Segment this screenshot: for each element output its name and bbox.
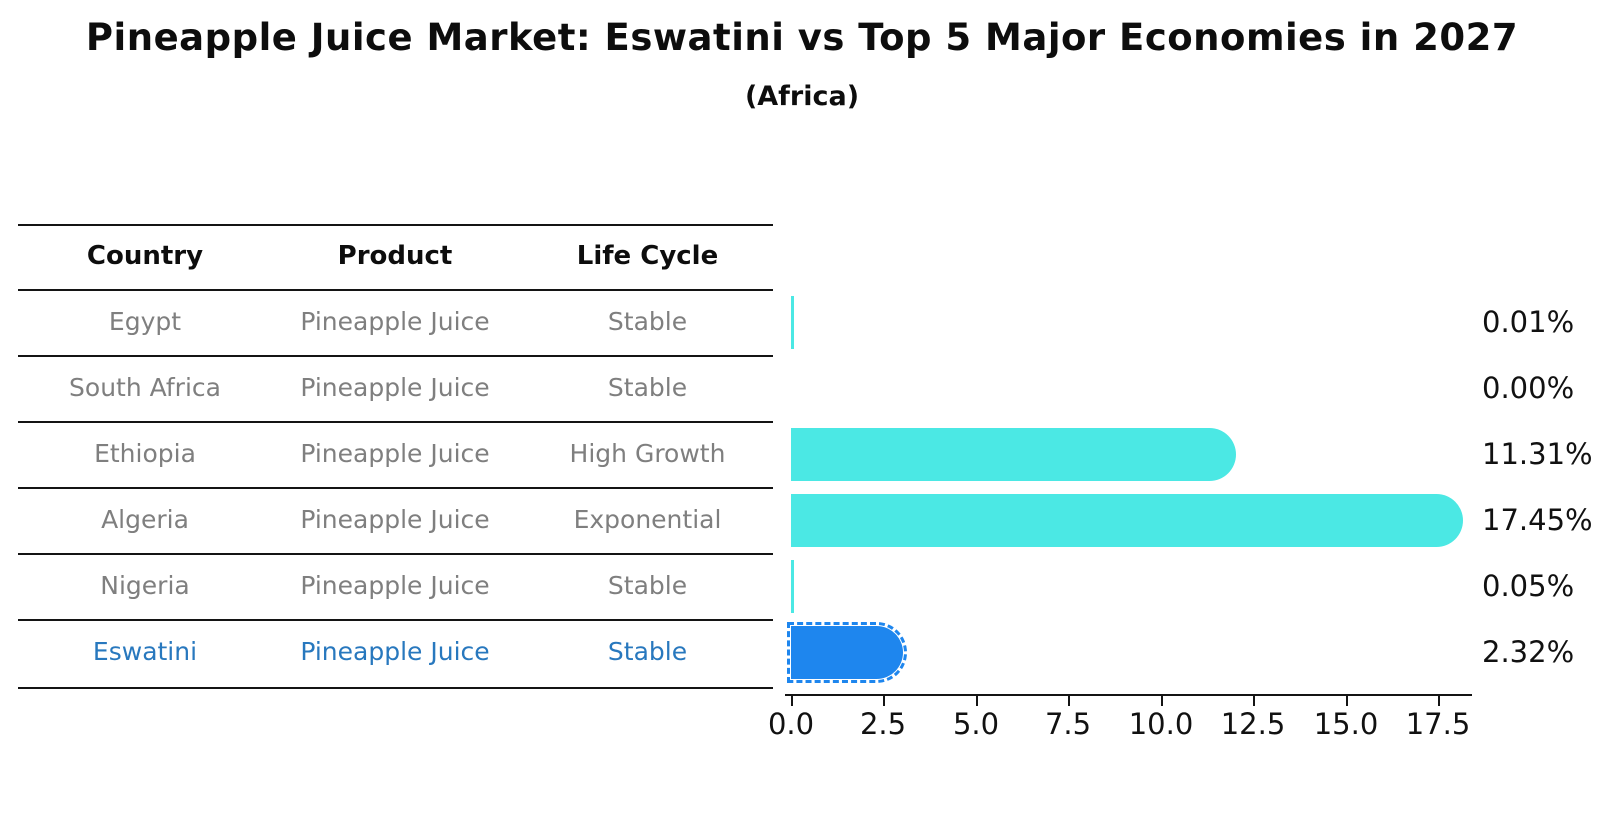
chart-subtitle: (Africa) (744, 81, 860, 112)
cell-life-cycle: Stable (607, 373, 688, 402)
cell-product: Pineapple Juice (300, 307, 490, 336)
value-label: 11.31% (1482, 437, 1593, 471)
x-axis-tick-label: 10.0 (1128, 707, 1194, 741)
x-axis-tick (1438, 696, 1441, 706)
value-label: 17.45% (1482, 503, 1593, 537)
x-axis-tick-label: 0.0 (767, 707, 815, 741)
table-divider (18, 487, 773, 489)
cell-country: Egypt (108, 307, 182, 336)
cell-life-cycle: Stable (607, 307, 688, 336)
cell-product: Pineapple Juice (300, 505, 490, 534)
table-row: Algeria Pineapple Juice Exponential (0, 502, 773, 538)
x-axis-tick (1161, 696, 1164, 706)
table-row: South Africa Pineapple Juice Stable (0, 370, 773, 406)
table-row: Egypt Pineapple Juice Stable (0, 304, 773, 340)
bar-egypt (791, 295, 794, 349)
table-divider (18, 289, 773, 291)
x-axis-tick-label: 12.5 (1220, 707, 1286, 741)
cell-life-cycle: Stable (607, 571, 688, 600)
x-axis-line (785, 694, 1472, 697)
x-axis-tick-label: 15.0 (1313, 707, 1379, 741)
cell-product: Pineapple Juice (300, 637, 490, 666)
value-label: 0.01% (1482, 305, 1575, 339)
table-divider (18, 553, 773, 555)
table-row-eswatini: Eswatini Pineapple Juice Stable (0, 634, 773, 670)
x-axis-tick (1068, 696, 1071, 706)
bar-nigeria (791, 559, 794, 613)
chart-title: Pineapple Juice Market: Eswatini vs Top … (85, 16, 1519, 59)
cell-life-cycle: High Growth (569, 439, 726, 468)
cell-product: Pineapple Juice (300, 571, 490, 600)
x-axis-tick-label: 7.5 (1044, 707, 1092, 741)
bar-eswatini (786, 621, 908, 683)
table-row: Ethiopia Pineapple Juice High Growth (0, 436, 773, 472)
cell-country: Algeria (101, 505, 189, 534)
header-life-cycle: Life Cycle (576, 241, 719, 271)
x-axis-tick (1346, 696, 1349, 706)
cell-life-cycle: Exponential (573, 505, 722, 534)
table-divider (18, 355, 773, 357)
table-header-row: Country Product Life Cycle (0, 238, 773, 274)
x-axis-tick (883, 696, 886, 706)
x-axis-tick-label: 17.5 (1405, 707, 1471, 741)
value-label: 0.00% (1482, 371, 1575, 405)
header-product: Product (337, 241, 453, 271)
cell-product: Pineapple Juice (300, 373, 490, 402)
x-axis-tick (791, 696, 794, 706)
value-label: 2.32% (1482, 635, 1575, 669)
x-axis-tick-label: 5.0 (952, 707, 1000, 741)
x-axis-tick-label: 2.5 (859, 707, 907, 741)
cell-product: Pineapple Juice (300, 439, 490, 468)
cell-country: Eswatini (92, 637, 198, 666)
table-divider (18, 224, 773, 226)
table-divider (18, 619, 773, 621)
cell-country: South Africa (69, 373, 221, 402)
x-axis-tick (1253, 696, 1256, 706)
header-country: Country (86, 241, 204, 271)
table-divider (18, 421, 773, 423)
cell-country: Nigeria (100, 571, 190, 600)
cell-life-cycle: Stable (607, 637, 688, 666)
bar-ethiopia (791, 427, 1236, 481)
x-axis-tick (976, 696, 979, 706)
value-label: 0.05% (1482, 569, 1575, 603)
table-row: Nigeria Pineapple Juice Stable (0, 568, 773, 604)
table-divider (18, 687, 773, 689)
cell-country: Ethiopia (94, 439, 196, 468)
bar-algeria (791, 493, 1463, 547)
